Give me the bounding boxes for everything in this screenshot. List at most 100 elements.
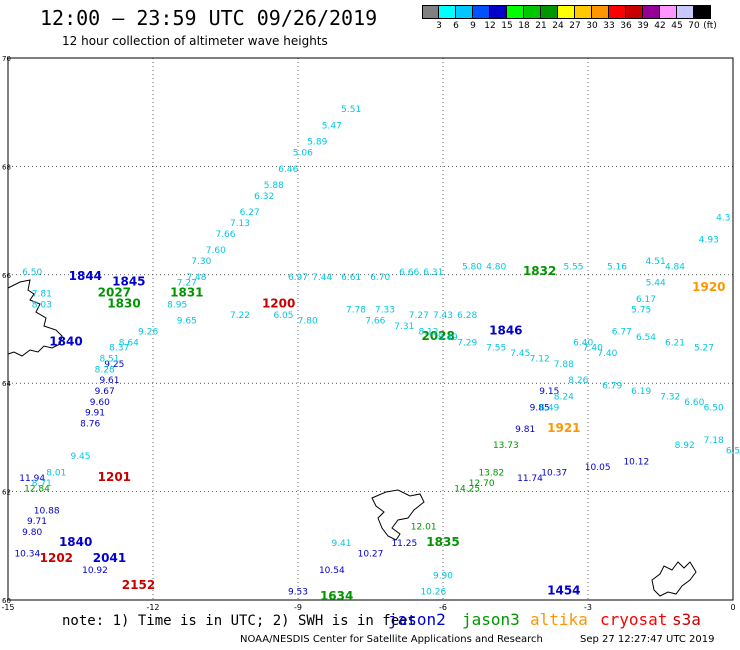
y-tick-label: 64 (2, 380, 11, 388)
wave-height-value: 9.26 (138, 327, 158, 337)
wave-height-value: 6.5 (726, 447, 740, 457)
wave-height-value: 8.12 (418, 327, 438, 337)
wave-height-value: 7.27 (177, 279, 197, 289)
wave-height-value: 5.80 (462, 262, 482, 272)
wave-height-value: 6.28 (457, 311, 477, 321)
pass-time-label: 1920 (692, 280, 725, 294)
legend-swatch (439, 5, 456, 19)
wave-height-value: 10.12 (623, 458, 649, 468)
wave-height-value: 6.79 (602, 382, 622, 392)
satellite-legend-altika: altika (530, 610, 588, 629)
wave-height-value: 14.25 (454, 485, 480, 495)
legend-tick-label: 9 (470, 21, 476, 31)
x-tick-label: -12 (146, 603, 159, 612)
legend-tick-label: 24 (552, 21, 564, 31)
wave-height-value: 6.61 (341, 273, 361, 283)
pass-time-label: 2041 (93, 551, 126, 565)
wave-height-value: 6.97 (288, 273, 308, 283)
wave-height-value: 6.17 (636, 295, 656, 305)
legend-swatch (473, 5, 490, 19)
wave-height-value: 9.85 (530, 403, 550, 413)
legend-swatch (626, 5, 643, 19)
wave-height-value: 9.41 (331, 539, 351, 549)
wave-height-value: 8.76 (80, 420, 100, 430)
generated-timestamp: Sep 27 12:27:47 UTC 2019 (580, 634, 715, 645)
pass-time-label: 1202 (40, 551, 73, 565)
legend-swatch (422, 5, 439, 19)
wave-height-value: 7.60 (206, 246, 226, 256)
wave-height-value: 9.67 (95, 387, 115, 397)
wave-height-value: 5.88 (264, 181, 284, 191)
wave-height-value: 6.50 (704, 403, 724, 413)
wave-height-value: 7.31 (394, 322, 414, 332)
y-tick-label: 70 (2, 55, 11, 63)
wave-height-value: 9.81 (515, 425, 535, 435)
chart-subtitle: 12 hour collection of altimeter wave hei… (62, 34, 328, 48)
pass-time-label: 2027 (98, 285, 131, 299)
wave-height-value: 4.3 (716, 214, 730, 224)
wave-height-value: 4.84 (665, 262, 685, 272)
wave-height-value: 7.22 (230, 311, 250, 321)
pass-time-label: 1835 (426, 535, 459, 549)
legend-swatch (694, 5, 711, 19)
wave-height-value: 6.31 (423, 268, 443, 278)
satellite-legend-s3a: s3a (672, 610, 701, 629)
wave-height-value: 8.64 (119, 338, 139, 348)
wave-height-value: 5.16 (607, 262, 627, 272)
wave-height-value: 12.84 (24, 485, 50, 495)
wave-height-value: 8.49 (438, 333, 458, 343)
wave-height-value: 5.89 (307, 138, 327, 148)
wave-height-value: 8.92 (675, 441, 695, 451)
credit-text: NOAA/NESDIS Center for Satellite Applica… (240, 634, 543, 645)
wave-height-value: 8.71 (32, 479, 52, 489)
legend-tick-label: 18 (518, 21, 530, 31)
wave-height-value: 7.18 (704, 436, 724, 446)
legend-tick-label: 45 (671, 21, 683, 31)
x-tick-label: 0 (730, 603, 735, 612)
wave-height-value: 5.75 (631, 306, 651, 316)
legend-tick-label: 3 (436, 21, 442, 31)
wave-height-value: 6.21 (665, 338, 685, 348)
iceland-coastline (7, 279, 63, 357)
faroe-islands-coastline (371, 489, 425, 541)
legend-tick-label: 6 (453, 21, 459, 31)
legend-swatch (456, 5, 473, 19)
wave-height-value: 9.80 (22, 528, 42, 538)
satellite-legend-jason2: jason2 (388, 610, 446, 629)
legend-tick-label: 39 (637, 21, 649, 31)
legend-swatch (558, 5, 575, 19)
pass-time-label: 1832 (523, 264, 556, 278)
y-tick-label: 66 (2, 272, 11, 280)
wave-height-value: 7.88 (554, 360, 574, 370)
legend-swatch (592, 5, 609, 19)
wave-height-value: 5.27 (694, 344, 714, 354)
legend-swatch (677, 5, 694, 19)
wave-height-value: 6.05 (273, 311, 293, 321)
wave-height-value: 5.06 (293, 149, 313, 159)
wave-height-value: 7.27 (409, 311, 429, 321)
pass-time-label: 1840 (49, 334, 82, 348)
wave-height-value: 12.70 (469, 479, 495, 489)
wave-height-value: 6.77 (612, 327, 632, 337)
wave-height-value: 5.44 (646, 279, 666, 289)
chart-title: 12:00 – 23:59 UTC 09/26/2019 (40, 6, 378, 30)
wave-height-value: 7.33 (375, 306, 395, 316)
legend-swatch (575, 5, 592, 19)
wave-height-value: 9.71 (27, 517, 47, 527)
wave-height-value: 7.29 (457, 338, 477, 348)
wave-height-value: 7.44 (312, 273, 332, 283)
legend-tick-label: 33 (603, 21, 615, 31)
wave-height-value: 7.32 (660, 392, 680, 402)
wave-height-value: 9.60 (90, 398, 110, 408)
legend-tick-label: 12 (484, 21, 496, 31)
pass-time-label: 1846 (489, 323, 522, 337)
x-tick-label: -15 (1, 603, 14, 612)
satellite-legend-jason3: jason3 (462, 610, 520, 629)
legend-unit-label: (ft) (703, 21, 717, 31)
wave-height-value: 7.48 (186, 273, 206, 283)
pass-time-label: 2028 (421, 329, 454, 343)
pass-time-label: 2152 (122, 578, 155, 592)
wave-height-value: 6.66 (399, 268, 419, 278)
pass-time-label: 1830 (107, 296, 140, 310)
